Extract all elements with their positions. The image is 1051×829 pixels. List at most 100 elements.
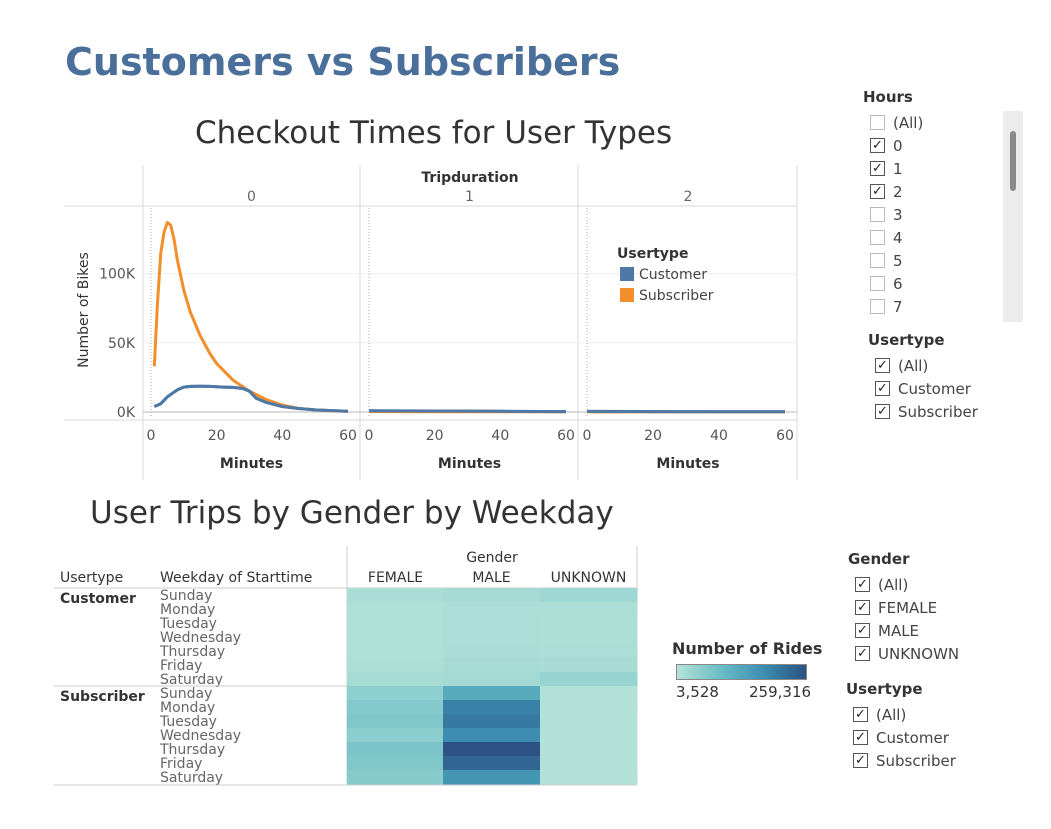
legend-swatch-subscriber: [620, 288, 634, 302]
x-tick-label: 0: [583, 428, 592, 444]
heatmap-cell: [540, 630, 638, 645]
usertype-filter-title-bottom: Usertype: [846, 680, 923, 698]
heatmap-cell: [347, 658, 445, 673]
checkbox-checked-icon[interactable]: ✓: [870, 184, 885, 199]
filter-option-label: 6: [893, 274, 903, 293]
weekday-row-label: Saturday: [160, 672, 223, 688]
weekday-row-label: Friday: [160, 658, 202, 674]
filter-option-label: (All): [898, 356, 929, 375]
checkbox-checked-icon[interactable]: ✓: [855, 623, 870, 638]
checkbox-checked-icon[interactable]: ✓: [853, 730, 868, 745]
hours-option[interactable]: 4: [870, 226, 923, 249]
checkbox-unchecked-icon[interactable]: [870, 276, 885, 291]
checkbox-unchecked-icon[interactable]: [870, 207, 885, 222]
heatmap-cell: [443, 644, 541, 659]
usertype-bottom-option[interactable]: ✓ (All): [853, 703, 956, 726]
checkbox-checked-icon[interactable]: ✓: [870, 138, 885, 153]
filter-option-label: (All): [876, 705, 907, 724]
usertype-top-option[interactable]: ✓ Subscriber: [875, 400, 978, 423]
series-line-customer-panel-0: [153, 384, 349, 413]
filter-option-label: FEMALE: [878, 598, 938, 617]
filter-option-label: 3: [893, 205, 903, 224]
gender-filter-title: Gender: [848, 550, 910, 568]
gender-header: Gender: [466, 550, 518, 566]
checkbox-checked-icon[interactable]: ✓: [855, 600, 870, 615]
facet-header-title: Tripduration: [421, 170, 518, 186]
heatmap-cell: [443, 770, 541, 785]
weekday-row-label: Friday: [160, 756, 202, 772]
usertype-bottom-option[interactable]: ✓ Subscriber: [853, 749, 956, 772]
checkbox-checked-icon[interactable]: ✓: [875, 404, 890, 419]
heatmap-cell: [540, 602, 638, 617]
heatmap-cell: [540, 658, 638, 673]
filter-option-label: (All): [893, 113, 924, 132]
x-tick-label: 40: [710, 428, 728, 444]
heatmap-cell: [540, 588, 638, 603]
filter-option-label: 7: [893, 297, 903, 316]
heatmap-cell: [347, 602, 445, 617]
heatmap-cell: [347, 756, 445, 771]
hours-option[interactable]: ✓ 1: [870, 157, 923, 180]
heatmap-cell: [443, 588, 541, 603]
gender-option[interactable]: ✓ (All): [855, 573, 959, 596]
heatmap-cell: [443, 602, 541, 617]
legend-entry-customer: Customer: [639, 267, 707, 283]
hours-option[interactable]: 5: [870, 249, 923, 272]
gender-option[interactable]: ✓ FEMALE: [855, 596, 959, 619]
usertype-top-option[interactable]: ✓ Customer: [875, 377, 978, 400]
hours-option[interactable]: 7: [870, 295, 923, 318]
y-axis-label: Number of Bikes: [76, 252, 92, 368]
heatmap-cell: [347, 700, 445, 715]
heatmap-legend-gradient: [676, 664, 807, 680]
checkbox-checked-icon[interactable]: ✓: [875, 358, 890, 373]
weekday-header: Weekday of Starttime: [160, 570, 312, 586]
hours-filter-title: Hours: [863, 88, 913, 106]
checkbox-checked-icon[interactable]: ✓: [855, 646, 870, 661]
facet-panel-label: 1: [465, 189, 474, 205]
filter-option-label: 0: [893, 136, 903, 155]
heatmap-cell: [443, 616, 541, 631]
gender-option[interactable]: ✓ MALE: [855, 619, 959, 642]
checkbox-unchecked-icon[interactable]: [870, 299, 885, 314]
usertype-filter-list-bottom: ✓ (All) ✓ Customer ✓ Subscriber: [853, 703, 956, 772]
checkbox-unchecked-icon[interactable]: [870, 230, 885, 245]
checkbox-checked-icon[interactable]: ✓: [870, 161, 885, 176]
weekday-row-label: Tuesday: [159, 616, 217, 632]
checkbox-unchecked-icon[interactable]: [870, 115, 885, 130]
heatmap-legend-title: Number of Rides: [672, 639, 823, 658]
filter-option-label: 5: [893, 251, 903, 270]
gender-column-label: MALE: [472, 570, 510, 586]
x-tick-label: 20: [644, 428, 662, 444]
heatmap-cell: [540, 714, 638, 729]
usertype-bottom-option[interactable]: ✓ Customer: [853, 726, 956, 749]
gender-column-label: UNKNOWN: [551, 570, 627, 586]
y-tick-label: 50K: [108, 336, 136, 352]
gender-option[interactable]: ✓ UNKNOWN: [855, 642, 959, 665]
checkbox-checked-icon[interactable]: ✓: [853, 707, 868, 722]
filter-option-label: Customer: [898, 379, 971, 398]
heatmap-cell: [347, 616, 445, 631]
hours-option[interactable]: 3: [870, 203, 923, 226]
legend-entry-subscriber: Subscriber: [639, 288, 714, 304]
heatmap-cell: [540, 770, 638, 785]
checkbox-checked-icon[interactable]: ✓: [853, 753, 868, 768]
heatmap-cell: [540, 756, 638, 771]
x-tick-label: 0: [147, 428, 156, 444]
heatmap-cell: [540, 728, 638, 743]
usertype-top-option[interactable]: ✓ (All): [875, 354, 978, 377]
checkbox-checked-icon[interactable]: ✓: [875, 381, 890, 396]
gender-weekday-heatmap: Gender FEMALE MALE UNKNOWN Usertype Weekday o…: [54, 546, 638, 786]
hours-option[interactable]: ✓ 2: [870, 180, 923, 203]
hours-filter-scroll-thumb[interactable]: [1010, 131, 1016, 191]
filter-option-label: 1: [893, 159, 903, 178]
series-line-customer-overlay: [153, 384, 349, 413]
hours-option[interactable]: 6: [870, 272, 923, 295]
checkbox-checked-icon[interactable]: ✓: [855, 577, 870, 592]
hours-option[interactable]: ✓ 0: [870, 134, 923, 157]
hours-option[interactable]: (All): [870, 111, 923, 134]
weekday-row-label: Monday: [160, 602, 215, 618]
checkbox-unchecked-icon[interactable]: [870, 253, 885, 268]
usertype-row-label: Subscriber: [60, 689, 145, 705]
x-tick-label: 40: [491, 428, 509, 444]
hours-filter-scrollbar[interactable]: [1003, 111, 1023, 322]
